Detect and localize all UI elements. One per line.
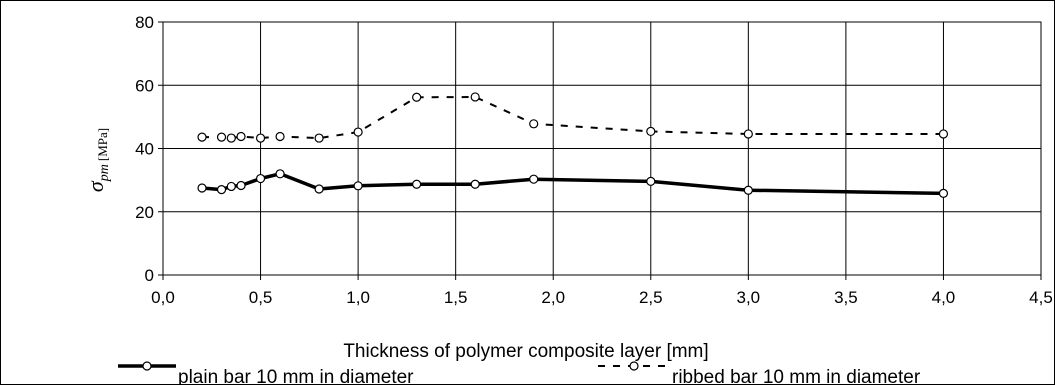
legend: plain bar 10 mm in diameter ribbed bar 1…	[118, 361, 921, 385]
data-point-ribbed	[743, 129, 753, 139]
grid	[163, 22, 1041, 275]
x-tick-label: 2,0	[541, 288, 565, 307]
x-tick-label: 1,0	[346, 288, 370, 307]
legend-marker-ribbed	[629, 361, 639, 371]
x-tick-label: 3,0	[737, 288, 761, 307]
y-tick-labels: 0 20 40 60 80	[135, 13, 163, 285]
legend-item-plain: plain bar 10 mm in diameter	[118, 361, 414, 385]
data-point-plain	[938, 188, 949, 199]
x-tick-label: 0,5	[249, 288, 273, 307]
data-point-plain	[412, 179, 422, 189]
y-axis-unit: [MPa]	[95, 128, 110, 161]
data-point-ribbed	[236, 131, 246, 142]
legend-item-ribbed: ribbed bar 10 mm in diameter	[598, 361, 921, 385]
svg-text:σpm[MPa]: σpm [MPa]	[83, 128, 112, 192]
x-tick-label: 4,5	[1029, 288, 1053, 307]
data-point-ribbed	[314, 133, 324, 143]
data-point-ribbed	[353, 127, 363, 137]
y-tick-label: 40	[135, 140, 154, 159]
data-point-plain	[353, 181, 363, 191]
x-tick-label: 3,5	[834, 288, 858, 307]
x-axis-title: Thickness of polymer composite layer [mm…	[343, 341, 708, 362]
x-tick-labels: 0,0 0,5 1,0 1,5 2,0 2,5 3,0 3,5 4,0 4,5	[151, 275, 1053, 307]
legend-label-ribbed: ribbed bar 10 mm in diameter	[672, 367, 921, 385]
y-tick-label: 0	[145, 266, 154, 285]
data-point-plain	[197, 183, 207, 193]
data-point-ribbed	[216, 132, 227, 142]
data-point-ribbed	[412, 92, 422, 102]
x-tick-label: 4,0	[932, 288, 956, 307]
y-tick-label: 60	[135, 76, 154, 95]
data-point-ribbed	[226, 133, 236, 143]
data-point-ribbed	[646, 126, 656, 137]
data-point-plain	[314, 184, 324, 194]
y-axis-title: σpm [MPa]	[83, 128, 112, 192]
series-group	[197, 92, 949, 199]
y-axis-symbol: σ	[83, 180, 108, 192]
series-line-ribbed	[202, 96, 944, 140]
series-line-plain	[201, 172, 944, 196]
x-tick-label: 0,0	[151, 288, 175, 307]
data-point-plain	[529, 174, 539, 184]
data-point-ribbed	[938, 129, 949, 139]
data-point-ribbed	[470, 92, 480, 102]
data-point-plain	[255, 173, 266, 184]
legend-label-plain: plain bar 10 mm in diameter	[178, 367, 414, 385]
x-tick-label: 1,5	[444, 288, 468, 307]
data-point-ribbed	[197, 132, 207, 142]
data-point-plain	[226, 181, 236, 192]
data-point-plain	[236, 180, 246, 191]
data-point-ribbed	[255, 133, 266, 143]
data-point-plain	[275, 169, 285, 179]
data-point-plain	[646, 176, 656, 186]
legend-marker-plain	[142, 361, 152, 371]
y-tick-label: 80	[135, 13, 154, 32]
x-tick-label: 2,5	[639, 288, 663, 307]
y-axis-subscript: pm	[97, 164, 112, 182]
y-tick-label: 20	[135, 203, 154, 222]
data-point-plain	[470, 179, 480, 189]
data-point-plain	[216, 185, 227, 195]
data-point-ribbed	[275, 131, 285, 142]
data-point-ribbed	[529, 119, 539, 129]
data-point-plain	[743, 185, 753, 195]
